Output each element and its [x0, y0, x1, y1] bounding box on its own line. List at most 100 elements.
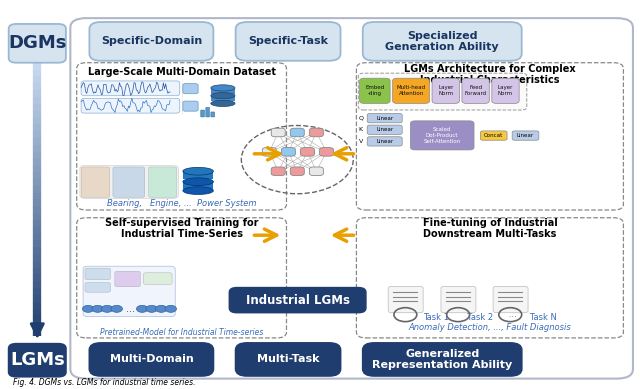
Text: Feed
Forward: Feed Forward	[465, 86, 486, 96]
Text: Pretrained-Model for Industrial Time-series: Pretrained-Model for Industrial Time-ser…	[100, 328, 263, 336]
Circle shape	[136, 305, 148, 312]
FancyBboxPatch shape	[83, 266, 175, 317]
FancyBboxPatch shape	[143, 273, 172, 284]
Ellipse shape	[183, 167, 213, 175]
Circle shape	[156, 305, 167, 312]
FancyBboxPatch shape	[309, 128, 323, 137]
Text: Specialized
Generation Ability: Specialized Generation Ability	[385, 31, 499, 52]
Text: Linear: Linear	[376, 116, 393, 121]
FancyBboxPatch shape	[183, 101, 198, 111]
Text: Large-Scale Multi-Domain Dataset: Large-Scale Multi-Domain Dataset	[88, 67, 276, 77]
FancyBboxPatch shape	[85, 282, 110, 292]
Text: Embed
-ding: Embed -ding	[365, 86, 385, 96]
FancyBboxPatch shape	[309, 167, 323, 175]
Ellipse shape	[183, 178, 213, 186]
FancyBboxPatch shape	[236, 22, 340, 61]
Ellipse shape	[211, 85, 235, 91]
Ellipse shape	[211, 93, 235, 99]
FancyBboxPatch shape	[493, 286, 528, 313]
FancyBboxPatch shape	[319, 147, 333, 156]
Text: Q: Q	[358, 116, 364, 121]
Text: LGMs Architecture for Complex
Industrial Characteristics: LGMs Architecture for Complex Industrial…	[404, 63, 576, 85]
FancyBboxPatch shape	[81, 167, 109, 197]
FancyBboxPatch shape	[363, 343, 522, 376]
Text: Generalized
Representation Ability: Generalized Representation Ability	[372, 349, 513, 370]
FancyBboxPatch shape	[85, 268, 110, 280]
Bar	[183, 181, 213, 189]
FancyBboxPatch shape	[201, 110, 204, 117]
FancyBboxPatch shape	[462, 78, 489, 103]
FancyBboxPatch shape	[356, 63, 623, 210]
Text: Layer
Norm: Layer Norm	[438, 86, 453, 96]
FancyBboxPatch shape	[113, 167, 145, 197]
Text: Fine-tuning of Industrial
Downstream Multi-Tasks: Fine-tuning of Industrial Downstream Mul…	[422, 218, 557, 239]
FancyBboxPatch shape	[80, 165, 179, 198]
FancyBboxPatch shape	[291, 128, 304, 137]
Text: Concat: Concat	[484, 133, 503, 138]
FancyBboxPatch shape	[90, 343, 213, 376]
FancyBboxPatch shape	[360, 78, 390, 103]
FancyBboxPatch shape	[410, 121, 474, 150]
FancyBboxPatch shape	[271, 128, 285, 137]
FancyBboxPatch shape	[291, 167, 304, 175]
Text: Multi-Task: Multi-Task	[257, 354, 319, 364]
FancyBboxPatch shape	[432, 78, 460, 103]
FancyBboxPatch shape	[393, 78, 429, 103]
Text: Layer
Norm: Layer Norm	[498, 86, 513, 96]
Circle shape	[102, 305, 113, 312]
FancyBboxPatch shape	[481, 131, 507, 140]
FancyBboxPatch shape	[90, 22, 213, 61]
Text: ...: ...	[126, 304, 135, 314]
FancyBboxPatch shape	[492, 78, 519, 103]
Text: LGMs: LGMs	[10, 351, 65, 369]
FancyBboxPatch shape	[300, 147, 314, 156]
Circle shape	[83, 305, 94, 312]
Text: Multi-Domain: Multi-Domain	[109, 354, 193, 364]
FancyBboxPatch shape	[183, 84, 198, 94]
FancyBboxPatch shape	[9, 344, 66, 377]
Text: Bearing,   Engine, ...  Power System: Bearing, Engine, ... Power System	[107, 198, 257, 207]
FancyBboxPatch shape	[211, 112, 214, 117]
Text: Fig. 4. DGMs vs. LGMs for industrial time series.: Fig. 4. DGMs vs. LGMs for industrial tim…	[13, 378, 195, 387]
Text: Scaled
Dot-Product
Self-Attention: Scaled Dot-Product Self-Attention	[424, 127, 461, 144]
Text: Linear: Linear	[517, 133, 534, 138]
Text: V: V	[359, 139, 363, 144]
FancyBboxPatch shape	[441, 286, 476, 313]
FancyBboxPatch shape	[229, 287, 366, 313]
FancyBboxPatch shape	[205, 107, 209, 117]
Circle shape	[111, 305, 122, 312]
Text: Specific-Task: Specific-Task	[248, 37, 328, 46]
FancyBboxPatch shape	[81, 98, 180, 113]
FancyBboxPatch shape	[77, 218, 287, 338]
FancyBboxPatch shape	[9, 24, 66, 63]
FancyBboxPatch shape	[77, 63, 287, 210]
Text: Self-supervised Training for
Industrial Time-Series: Self-supervised Training for Industrial …	[105, 218, 259, 239]
Circle shape	[146, 305, 157, 312]
Text: Task 1       Task 2      ···     Task N: Task 1 Task 2 ··· Task N	[423, 313, 557, 322]
Circle shape	[92, 305, 104, 312]
Text: DGMs: DGMs	[8, 34, 67, 53]
FancyBboxPatch shape	[367, 137, 402, 146]
FancyBboxPatch shape	[148, 167, 177, 197]
FancyBboxPatch shape	[363, 22, 522, 61]
Ellipse shape	[211, 100, 235, 107]
Text: Linear: Linear	[376, 139, 393, 144]
FancyBboxPatch shape	[81, 81, 180, 96]
FancyBboxPatch shape	[367, 114, 402, 123]
FancyBboxPatch shape	[236, 343, 340, 376]
Text: Linear: Linear	[376, 127, 393, 132]
Text: Multi-head
Attention: Multi-head Attention	[397, 86, 426, 96]
FancyBboxPatch shape	[512, 131, 539, 140]
Text: K: K	[359, 127, 363, 132]
FancyBboxPatch shape	[282, 147, 296, 156]
FancyBboxPatch shape	[367, 125, 402, 135]
FancyBboxPatch shape	[262, 147, 276, 156]
Text: Specific-Domain: Specific-Domain	[100, 37, 202, 46]
FancyBboxPatch shape	[271, 167, 285, 175]
FancyBboxPatch shape	[388, 286, 423, 313]
Bar	[183, 170, 213, 179]
Circle shape	[165, 305, 177, 312]
Bar	[211, 95, 235, 102]
FancyBboxPatch shape	[358, 73, 527, 110]
Text: Industrial LGMs: Industrial LGMs	[246, 294, 349, 307]
